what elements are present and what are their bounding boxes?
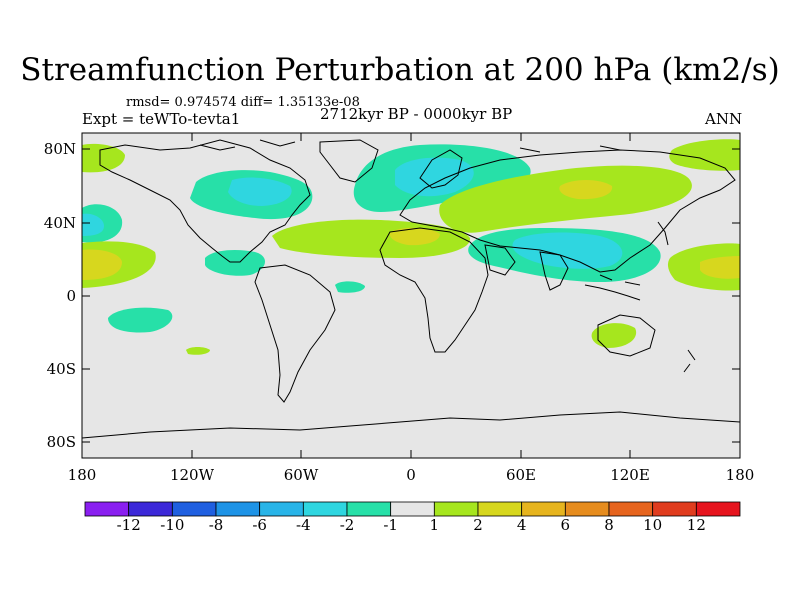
y-ticks	[82, 148, 740, 443]
colorbar-swatch	[652, 501, 697, 517]
colorbar-swatch	[608, 501, 654, 517]
colorbar-label: -10	[160, 516, 185, 534]
x-tick-label: 180	[67, 466, 97, 484]
x-tick-label: 120E	[610, 466, 650, 484]
colorbar	[84, 501, 741, 517]
x-tick-label: 60E	[505, 466, 537, 484]
colorbar-label: -4	[296, 516, 311, 534]
coast-antarctica	[82, 411, 740, 439]
colorbar-swatch	[695, 501, 741, 517]
colorbar-label: -2	[339, 516, 355, 534]
x-tick-label: 60W	[283, 466, 319, 484]
coastlines	[82, 139, 740, 439]
anomaly-north-america-core	[228, 177, 292, 206]
anomaly-north-atlantic-core	[395, 157, 474, 197]
colorbar-swatch	[84, 501, 130, 517]
colorbar-swatch	[302, 501, 348, 517]
anomaly-west-pacific-core	[700, 256, 740, 279]
x-tick-label: 180	[725, 466, 755, 484]
x-tick-label: 0	[406, 466, 416, 484]
x-tick-label: 120W	[169, 466, 215, 484]
y-tick-label: 80S	[46, 433, 76, 451]
colorbar-label: 2	[473, 516, 483, 534]
colorbar-label: 6	[560, 516, 571, 534]
anomaly-south-pacific-small	[186, 347, 210, 355]
coast-greenland	[319, 139, 379, 183]
anomaly-south-atlantic-small	[335, 281, 365, 293]
anomaly-arctic-west-pos	[82, 143, 125, 173]
anomaly-arctic-pos	[669, 139, 740, 171]
colorbar-label: 8	[604, 516, 614, 534]
colorbar-swatch	[259, 501, 304, 517]
anomaly-australia-pos	[591, 323, 637, 348]
anomaly-atlantic-tropics-neg	[205, 250, 266, 276]
colorbar-swatch	[477, 501, 523, 517]
colorbar-label: 10	[643, 516, 663, 534]
colorbar-label: -8	[208, 516, 224, 534]
anomaly-eurasia-core	[559, 180, 613, 200]
anomaly-pacific-west-core	[82, 213, 104, 236]
colorbar-label: 4	[516, 516, 527, 534]
coast-north-america	[99, 139, 311, 263]
experiment-label: Expt = teWTo-tevta1	[82, 110, 241, 128]
plot-title: Streamfunction Perturbation at 200 hPa (…	[20, 52, 780, 88]
colorbar-label: 1	[429, 516, 440, 534]
coast-scandinavia	[419, 149, 463, 189]
stats-text: rmsd= 0.974574 diff= 1.35133e-08	[126, 95, 360, 110]
coast-arctic-islands	[199, 139, 621, 153]
colorbar-label: -1	[383, 516, 398, 534]
coast-india	[539, 251, 569, 291]
period-label: 2712kyr BP - 0000kyr BP	[320, 105, 513, 123]
coast-africa	[379, 227, 489, 353]
coast-indonesia	[584, 274, 641, 301]
colorbar-label: 12	[686, 516, 706, 534]
colorbar-swatch	[171, 501, 217, 517]
anomaly-eurasia-pos	[439, 165, 692, 233]
coast-new-zealand	[683, 349, 696, 373]
anomaly-asia-core	[512, 232, 623, 269]
colorbar-label: -12	[116, 516, 141, 534]
colorbar-swatch	[433, 501, 479, 517]
colorbar-swatch	[215, 501, 261, 517]
x-ticks	[81, 133, 741, 458]
anomaly-atlantic-band-core	[389, 227, 440, 246]
colorbar-swatch	[390, 501, 435, 517]
coast-arabia	[484, 244, 516, 276]
coast-eurasia	[399, 149, 736, 273]
y-tick-label: 40N	[43, 214, 76, 232]
season-label: ANN	[705, 110, 743, 128]
coast-australia	[597, 314, 656, 357]
anomaly-south-pacific-neg	[108, 307, 173, 333]
colorbar-swatch	[346, 501, 392, 517]
colorbar-swatch	[128, 501, 173, 517]
y-tick-label: 40S	[46, 360, 76, 378]
y-tick-label: 0	[66, 287, 76, 305]
contour-fills	[82, 139, 740, 439]
colorbar-swatch	[564, 501, 610, 517]
y-tick-label: 80N	[43, 140, 76, 158]
colorbar-swatch	[521, 501, 566, 517]
colorbar-label: -6	[252, 516, 267, 534]
coast-south-america	[254, 264, 336, 403]
anomaly-east-pacific-core	[82, 249, 122, 280]
coast-japan	[657, 221, 669, 246]
